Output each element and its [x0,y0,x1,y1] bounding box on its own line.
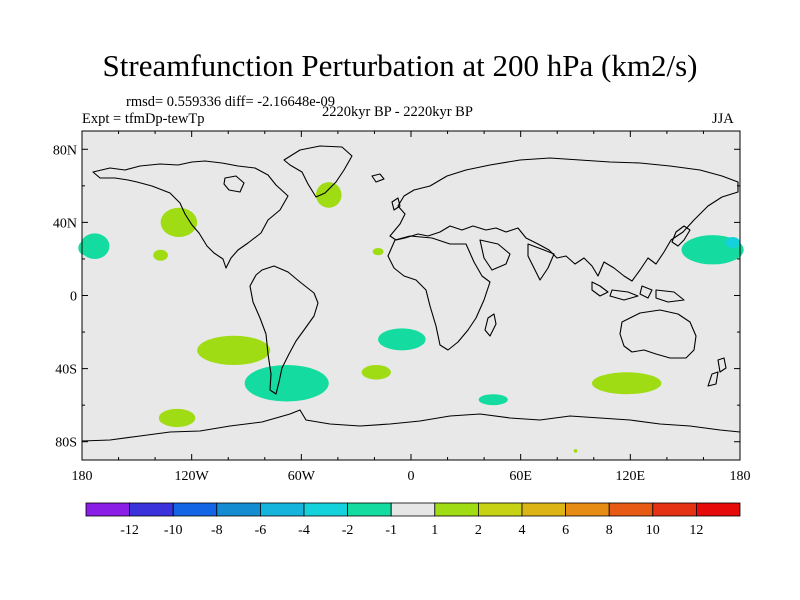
colorbar-label: 6 [562,523,569,538]
anomaly-region [153,249,168,261]
colorbar-swatch [216,502,261,517]
colorbar-swatch [172,502,218,517]
anomaly-region [158,408,196,428]
anomaly-region [478,394,508,406]
period-label: 2220kyr BP - 2220kyr BP [322,104,473,120]
colorbar: -12 -10 -8 -6 -4 -2 -1 1 2 4 6 8 10 12 [85,502,741,538]
coastline-uk [391,197,401,211]
coastline-north-america [92,160,289,269]
colorbar-swatch [521,502,566,517]
x-tick-label: 120E [616,469,646,484]
anomaly-region [244,364,329,402]
x-tick-label: 180 [730,469,751,484]
map-background [82,131,740,460]
anomaly-region [725,237,740,248]
colorbar-swatch [565,502,610,517]
anomaly-region [315,182,342,208]
x-tick-label: 120W [175,469,210,484]
coastline-arabia [479,239,511,271]
anomaly-region [197,335,271,365]
colorbar-label: -4 [298,523,310,538]
coastline-australia [619,309,697,359]
coastline-south-america [249,265,319,395]
colorbar-swatch [652,502,697,517]
coastline-india [527,243,555,281]
anomaly-region [372,247,384,256]
coastline-greenland-iceland [371,173,385,183]
colorbar-label: -6 [255,523,267,538]
colorbar-swatch [434,502,479,517]
colorbar-swatch [608,502,654,517]
colorbar-label: -8 [211,523,223,538]
anomaly-region [591,372,662,395]
colorbar-swatch [259,502,305,517]
coastlines [81,145,741,442]
rmsd-diff-text: rmsd= 0.559336 diff= -2.16648e-09 [126,94,335,110]
colorbar-label: -1 [385,523,397,538]
axes: 180 120W 60W 0 60E 120E 180 80N 40N 0 40S 80S [53,131,751,484]
colorbar-swatch [696,502,741,517]
coastline-new-zealand [707,357,727,387]
colorbar-label: 10 [646,523,660,538]
anomaly-region [573,449,578,453]
colorbar-swatch [347,502,392,517]
colorbar-label: -2 [342,523,354,538]
coastline-hudson-bay [223,175,245,193]
coastline-southeast-asia-islands [591,281,685,303]
y-tick-label: 40N [53,216,77,231]
colorbar-label: -10 [164,523,183,538]
colorbar-label: 1 [431,523,438,538]
colorbar-swatch [129,502,174,517]
anomaly-region [378,328,426,351]
colorbar-swatch [85,502,130,517]
chart-title: Streamfunction Perturbation at 200 hPa (… [102,48,698,83]
colorbar-label: 8 [606,523,613,538]
colorbar-swatch [477,502,523,517]
y-tick-label: 80S [55,436,77,451]
coastline-africa [387,235,491,351]
x-tick-label: 60E [509,469,532,484]
y-tick-label: 0 [70,290,77,305]
y-tick-label: 40S [55,363,77,378]
x-tick-label: 60W [288,469,316,484]
colorbar-label: 2 [475,523,482,538]
coastline-eurasia [389,157,739,282]
coastline-madagascar [484,313,497,337]
anomaly-region [160,207,198,238]
colorbar-label: -12 [120,523,139,538]
anomaly-region [78,240,93,256]
coastline-japan [671,225,691,247]
coastline-antarctica [81,409,741,442]
colorbar-label: 4 [519,523,526,538]
colorbar-swatch [390,502,436,517]
colorbar-swatch [303,502,348,517]
season-label: JJA [712,111,734,127]
colorbar-label: 12 [689,523,703,538]
x-tick-label: 180 [72,469,93,484]
y-tick-label: 80N [53,143,77,158]
anomaly-layer [78,182,744,453]
x-tick-label: 0 [408,469,415,484]
experiment-label: Expt = tfmDp-tewTp [82,111,205,127]
anomaly-region [361,364,391,380]
coastline-greenland [283,145,353,198]
